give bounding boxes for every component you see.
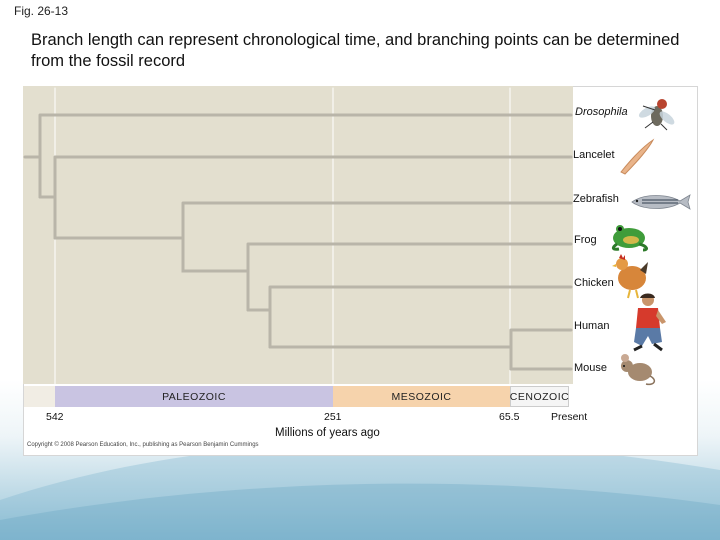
zebrafish-icon <box>631 194 691 210</box>
tree-background <box>23 86 573 384</box>
figure-label: Fig. 26-13 <box>14 4 69 18</box>
tick-label-542: 542 <box>46 411 64 423</box>
fly-icon <box>638 99 675 131</box>
background-wave <box>0 441 720 540</box>
branch-lancelet <box>53 155 573 240</box>
era-cenozoic: CENOZOIC <box>510 386 569 407</box>
lancelet-icon <box>620 138 655 175</box>
copyright-text: Copyright © 2008 Pearson Education, Inc.… <box>27 442 259 448</box>
taxon-label-chicken: Chicken <box>574 277 614 289</box>
mouse-icon <box>621 354 656 386</box>
taxon-label-drosophila: Drosophila <box>575 106 628 118</box>
axis-label: Millions of years ago <box>275 427 380 439</box>
slide-title: Branch length can represent chronologica… <box>31 31 680 70</box>
branch-zebrafish-stem <box>181 236 250 273</box>
tick-label-251: 251 <box>324 411 342 423</box>
era-paleozoic: PALEOZOIC <box>55 386 333 407</box>
taxon-label-frog: Frog <box>574 234 597 246</box>
branch-frog <box>246 242 573 312</box>
taxon-label-mouse: Mouse <box>574 362 608 374</box>
branch-chicken <box>268 285 573 349</box>
human-icon <box>633 293 666 352</box>
branch-drosophila <box>38 113 573 199</box>
era-precambrian <box>24 386 55 407</box>
branch-zebrafish <box>181 201 573 240</box>
frog-icon <box>611 225 648 252</box>
taxon-label-zebrafish: Zebrafish <box>573 193 619 205</box>
tick-label-65-5: 65.5 <box>499 411 520 423</box>
tick-label-present: Present <box>551 411 588 423</box>
taxon-label-lancelet: Lancelet <box>573 149 615 161</box>
branch-human <box>509 328 573 371</box>
taxon-label-human: Human <box>574 320 610 332</box>
era-mesozoic: MESOZOIC <box>333 386 510 407</box>
chicken-icon <box>612 254 648 299</box>
